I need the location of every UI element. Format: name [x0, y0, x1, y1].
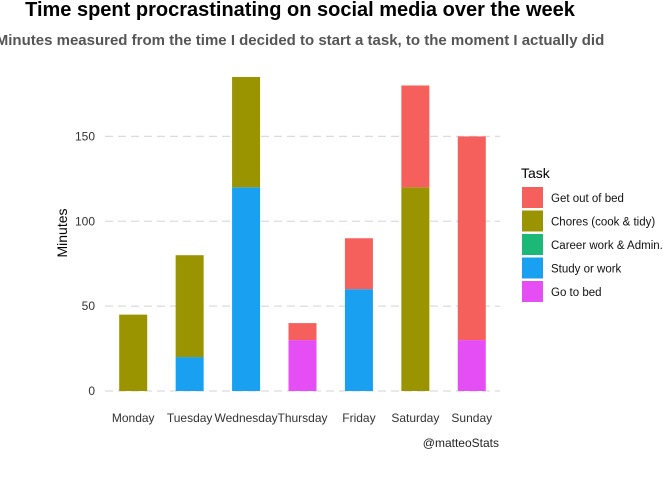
- bar-segment: [401, 85, 430, 188]
- legend-swatch: [522, 210, 543, 232]
- bar-segment: [401, 187, 430, 391]
- chart-title: Time spent procrastinating on social med…: [25, 0, 576, 21]
- legend-title: Task: [521, 165, 551, 181]
- x-tick-label: Monday: [112, 411, 155, 425]
- bar-segment: [119, 314, 148, 391]
- x-tick-label: Saturday: [391, 411, 439, 425]
- bar-segment: [344, 289, 373, 391]
- legend-label: Study or work: [551, 264, 622, 276]
- x-tick-label: Wednesday: [214, 411, 277, 425]
- x-tick-label: Tuesday: [167, 411, 213, 425]
- bar-segment: [288, 340, 317, 391]
- legend-swatch: [522, 234, 543, 255]
- chart-caption: @matteoStats: [423, 436, 499, 450]
- y-axis-ticks: 0 50 100 150: [75, 129, 95, 398]
- legend-swatch: [522, 281, 543, 302]
- bar-segment: [457, 340, 486, 391]
- legend-label: Career work & Admin.: [551, 240, 663, 252]
- bar-segment: [175, 357, 204, 391]
- bars: [119, 77, 486, 391]
- bar-segment: [457, 136, 486, 341]
- bar-segment: [232, 187, 261, 391]
- x-axis-ticks: Monday Tuesday Wednesday Thursday Friday Satu…: [112, 411, 492, 425]
- x-tick-label: Sunday: [451, 411, 492, 425]
- legend-swatch: [522, 257, 543, 279]
- legend-label: Chores (cook & tidy): [551, 217, 655, 229]
- chart-subtitle: Minutes measured from the time I decided…: [0, 32, 604, 49]
- legend-label: Get out of bed: [551, 193, 624, 205]
- y-tick-label: 0: [88, 384, 95, 398]
- bar-segment: [175, 255, 204, 358]
- legend: Task Get out of bed Chores (cook & tidy) C…: [521, 165, 663, 302]
- bar-segment: [344, 238, 373, 290]
- legend-items: Get out of bed Chores (cook & tidy) Career…: [522, 187, 663, 302]
- x-tick-label: Friday: [342, 411, 375, 425]
- y-axis-label: Minutes: [54, 208, 70, 257]
- y-tick-label: 150: [75, 129, 95, 143]
- y-tick-label: 100: [75, 214, 95, 228]
- y-tick-label: 50: [82, 299, 96, 313]
- legend-swatch: [522, 187, 543, 208]
- legend-label: Go to bed: [551, 287, 602, 299]
- bar-segment: [288, 323, 317, 341]
- bar-segment: [232, 77, 261, 188]
- x-tick-label: Thursday: [277, 411, 327, 425]
